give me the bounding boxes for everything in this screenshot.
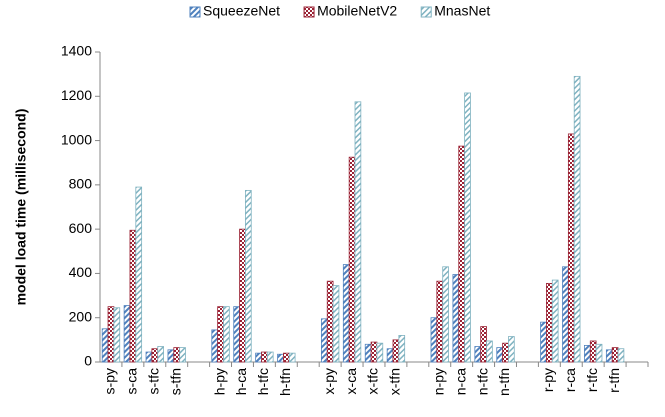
bar [605,349,613,363]
bar [245,189,252,363]
bar [173,347,181,363]
x-tick-label: r-tfn [606,368,622,393]
bar [255,352,262,363]
x-tick-label: r-py [540,368,556,392]
bar [562,266,569,363]
legend-swatch [189,6,201,18]
x-tick-label: n-ca [452,368,468,395]
bar [589,340,597,363]
bar [233,306,240,363]
x-tick-label: n-py [430,368,446,395]
y-tick-label: 200 [69,308,93,324]
bar [430,317,438,363]
bar [480,326,487,363]
y-tick-label: 1200 [61,87,92,103]
bar [464,92,471,363]
bar [107,306,115,363]
bar [179,347,186,363]
bar [101,328,109,363]
bar [342,264,350,363]
bar [584,344,591,363]
y-tick-label: 0 [84,353,92,369]
bar [540,321,547,363]
bar [129,229,137,363]
bar [288,352,296,363]
bar [123,305,131,363]
y-tick-label: 400 [69,264,93,280]
bar [217,306,224,363]
x-tick-label: s-ca [124,368,140,395]
y-axis-label: model load time (millisecond) [13,109,29,306]
bar [145,351,153,363]
bar [567,133,575,363]
bar [442,266,449,363]
x-tick-label: h-tfn [277,368,293,396]
bar [386,348,394,363]
bar [282,352,290,363]
bar [546,282,553,363]
bar [392,339,400,363]
y-tick-label: 800 [69,176,93,192]
bar [354,101,362,363]
bar [135,186,143,363]
legend-label: MnasNet [434,3,490,19]
x-tick-label: h-py [211,368,227,395]
bar [551,279,559,363]
bar [223,306,230,363]
bar [452,274,460,363]
bar [167,349,175,363]
bar [474,346,482,363]
bar [266,351,274,363]
bar [113,307,121,363]
legend-label: SqueezeNet [203,3,280,19]
x-tick-label: x-py [321,368,337,394]
bar [502,342,509,363]
x-tick-label: s-tfc [146,368,162,394]
y-tick-label: 1000 [61,131,92,147]
legend-swatch [303,6,315,18]
x-tick-label: s-py [102,368,118,394]
x-tick-label: n-tfn [496,368,512,396]
bar [157,346,164,363]
bar [376,342,384,363]
x-tick-label: h-tfc [255,368,271,395]
bar [348,156,356,363]
bar [370,341,378,363]
bar [458,145,466,363]
bar [364,343,372,363]
legend-swatch [420,6,432,18]
bar [277,353,284,363]
bar [617,348,625,363]
x-tick-label: r-tfc [584,368,600,392]
bar [508,336,515,363]
x-tick-label: x-tfn [387,368,403,395]
bar [211,329,219,363]
bar [496,347,503,363]
bar [611,347,619,363]
x-tick-label: n-tfc [474,368,490,395]
bar [398,335,406,363]
bar [320,318,328,363]
legend-label: MobileNetV2 [317,3,397,19]
bar [486,340,493,363]
bar [326,280,334,363]
bar [332,285,340,363]
y-tick-label: 1400 [61,43,92,59]
y-tick-label: 600 [69,220,93,236]
x-tick-label: r-ca [562,368,578,392]
bar [573,75,581,363]
x-tick-label: s-tfn [167,368,183,395]
x-tick-label: x-tfc [365,368,381,394]
bar [436,280,444,363]
x-tick-label: h-ca [233,368,249,395]
x-tick-label: x-ca [343,368,359,395]
bar [595,343,603,363]
bar [151,348,159,363]
bar [239,228,246,363]
bar [261,351,268,363]
